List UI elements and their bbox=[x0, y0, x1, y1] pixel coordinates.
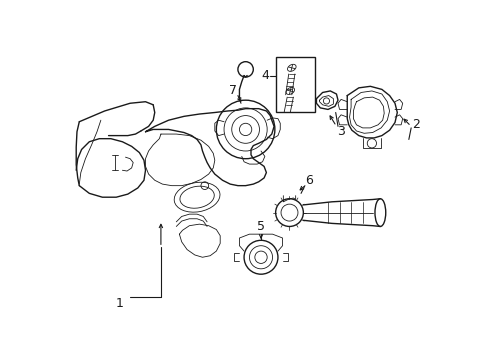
Text: 1: 1 bbox=[116, 297, 124, 310]
Text: 2: 2 bbox=[412, 118, 420, 131]
Text: 7: 7 bbox=[229, 85, 237, 98]
Text: 5: 5 bbox=[257, 220, 264, 233]
Bar bbox=[276, 57, 314, 112]
Text: 4: 4 bbox=[261, 69, 269, 82]
Text: 3: 3 bbox=[336, 125, 345, 138]
Text: 6: 6 bbox=[304, 174, 312, 187]
